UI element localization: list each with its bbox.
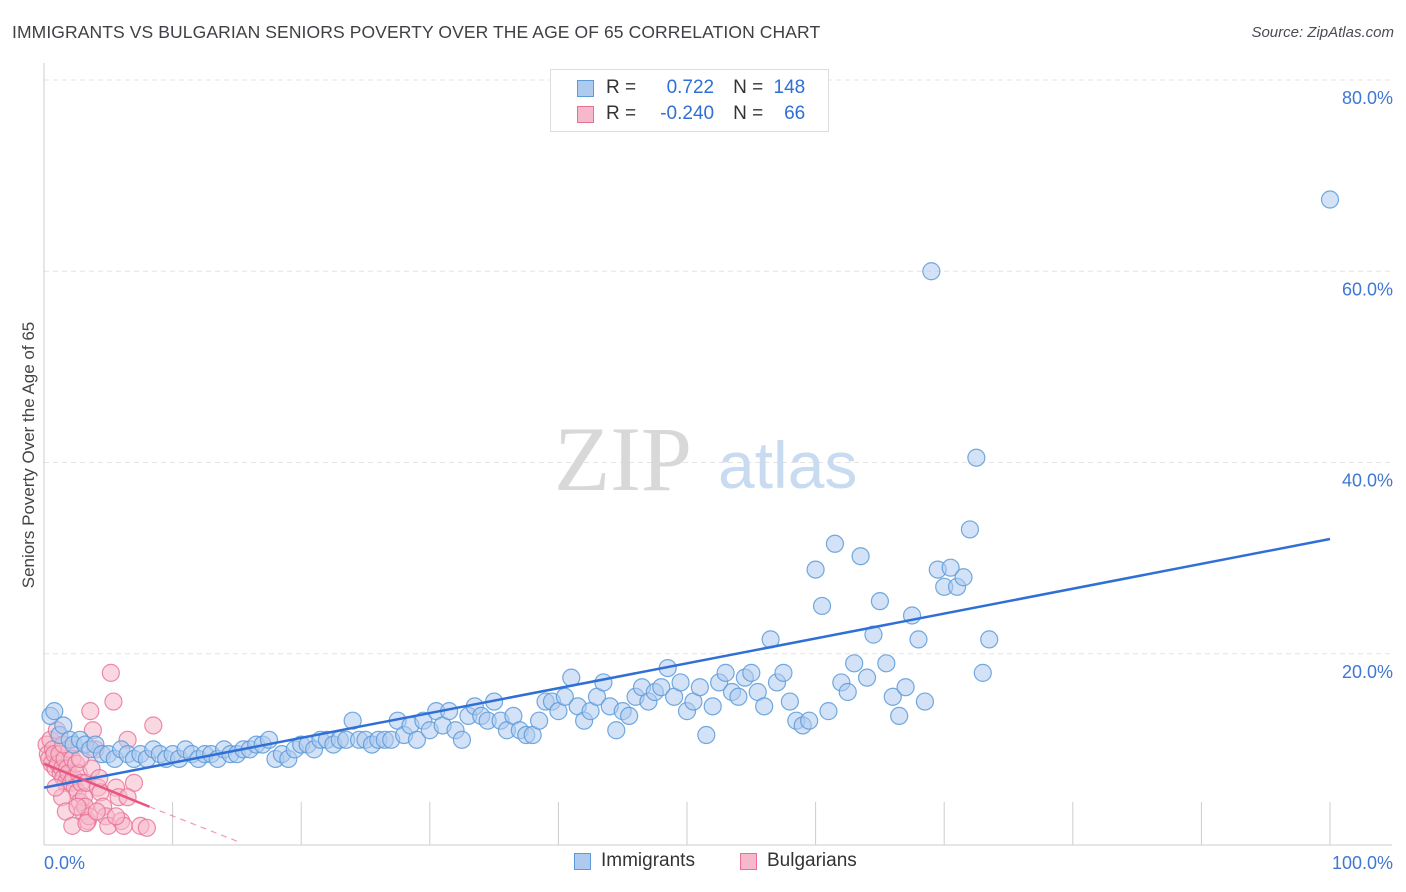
immigrants-point — [555, 687, 574, 706]
immigrants-point — [915, 692, 935, 711]
immigrants-point — [452, 730, 472, 749]
legend-bulgarians-swatch — [740, 852, 757, 870]
bulgarians-trendline — [43, 762, 150, 808]
immigrants-point — [755, 697, 774, 716]
legend-immigrants-swatch — [574, 852, 591, 870]
y-tick-label: 80.0% — [1342, 88, 1393, 108]
immigrants-points — [41, 190, 1340, 769]
y-axis-label: Seniors Poverty Over the Age of 65 — [19, 322, 38, 588]
bulgarians-point — [68, 797, 87, 816]
immigrants-point — [883, 687, 902, 706]
x-tick-label: 100.0% — [1332, 853, 1393, 873]
stats-row-immigrants: R = 0.722 N = 148 — [551, 75, 805, 101]
bulgarians-trendline-extension — [149, 806, 238, 842]
immigrants-point — [922, 262, 941, 281]
immigrants-point — [877, 654, 896, 673]
legend-bulgarians: Bulgarians — [740, 850, 857, 872]
y-tick-label: 60.0% — [1342, 279, 1393, 299]
immigrants-point — [620, 706, 639, 726]
immigrants-point — [954, 568, 973, 587]
immigrants-swatch — [577, 79, 594, 97]
immigrants-point — [806, 560, 825, 579]
immigrants-point — [857, 668, 877, 687]
y-tick-label: 40.0% — [1342, 471, 1393, 491]
bulgarians-r-value: -0.240 — [660, 103, 715, 124]
immigrants-point — [845, 654, 864, 673]
immigrants-point — [812, 596, 832, 616]
bulgarians-point — [137, 818, 156, 837]
immigrants-point — [851, 547, 870, 566]
trendlines — [43, 537, 1331, 842]
bulgarians-point — [144, 716, 163, 735]
immigrants-point — [967, 448, 986, 467]
immigrants-trendline — [43, 537, 1331, 789]
legend-immigrants-label: Immigrants — [601, 850, 695, 871]
legend-immigrants: Immigrants — [574, 850, 695, 872]
chart-title: IMMIGRANTS VS BULGARIAN SENIORS POVERTY … — [12, 22, 821, 42]
stats-row-bulgarians: R = -0.240 N = 66 — [551, 101, 805, 127]
immigrants-point — [973, 663, 992, 682]
bulgarians-point — [77, 813, 96, 833]
immigrants-point — [1320, 190, 1340, 209]
bulgarians-point — [87, 802, 106, 821]
immigrants-n-label: N = — [733, 77, 764, 98]
immigrants-point — [941, 558, 960, 577]
immigrants-point — [45, 702, 64, 721]
immigrants-r-value: 0.722 — [666, 77, 715, 98]
immigrants-point — [774, 663, 793, 682]
y-tick-label: 20.0% — [1342, 662, 1393, 682]
legend-bulgarians-label: Bulgarians — [767, 850, 857, 871]
bulgarians-r-label: R = — [606, 103, 637, 124]
immigrants-point — [800, 711, 819, 730]
immigrants-point — [703, 697, 722, 716]
immigrants-point — [607, 721, 626, 740]
grid-lines — [44, 79, 1392, 655]
immigrants-point — [890, 706, 909, 726]
immigrants-point — [729, 687, 748, 706]
watermark-atlas: atlas — [718, 428, 857, 502]
source-label: Source: ZipAtlas.com — [1251, 24, 1394, 41]
immigrants-point — [742, 663, 761, 682]
immigrants-point — [909, 630, 928, 649]
immigrants-n-value: 148 — [773, 77, 806, 98]
immigrants-point — [819, 702, 838, 721]
x-tick-label: 0.0% — [44, 853, 85, 873]
immigrants-point — [960, 520, 980, 539]
immigrants-point — [870, 592, 890, 611]
stats-box: R = 0.722 N = 148 R = -0.240 N = 66 — [550, 69, 829, 132]
immigrants-point — [407, 730, 427, 749]
immigrants-point — [594, 673, 613, 692]
immigrants-point — [838, 682, 857, 702]
immigrants-point — [896, 678, 915, 697]
immigrants-r-label: R = — [606, 77, 637, 98]
immigrants-point — [716, 663, 735, 682]
immigrants-point — [690, 678, 709, 697]
bulgarians-n-label: N = — [733, 103, 764, 124]
bulgarians-swatch — [577, 105, 594, 123]
tick-labels: 20.0% 40.0% 60.0% 80.0% 0.0% 100.0% — [44, 88, 1393, 873]
immigrants-point — [780, 692, 799, 711]
bulgarians-point — [106, 807, 126, 826]
immigrants-point — [825, 534, 844, 553]
bulgarians-n-value: 66 — [784, 103, 806, 124]
watermark-zip: ZIP — [554, 408, 692, 510]
immigrants-point — [652, 678, 671, 697]
immigrants-point — [671, 673, 690, 692]
immigrants-point — [980, 630, 999, 649]
bulgarians-point — [101, 663, 120, 682]
bulgarians-point — [104, 692, 123, 711]
bulgarians-point — [81, 702, 100, 721]
immigrants-point — [697, 725, 716, 745]
immigrants-point — [530, 711, 549, 730]
